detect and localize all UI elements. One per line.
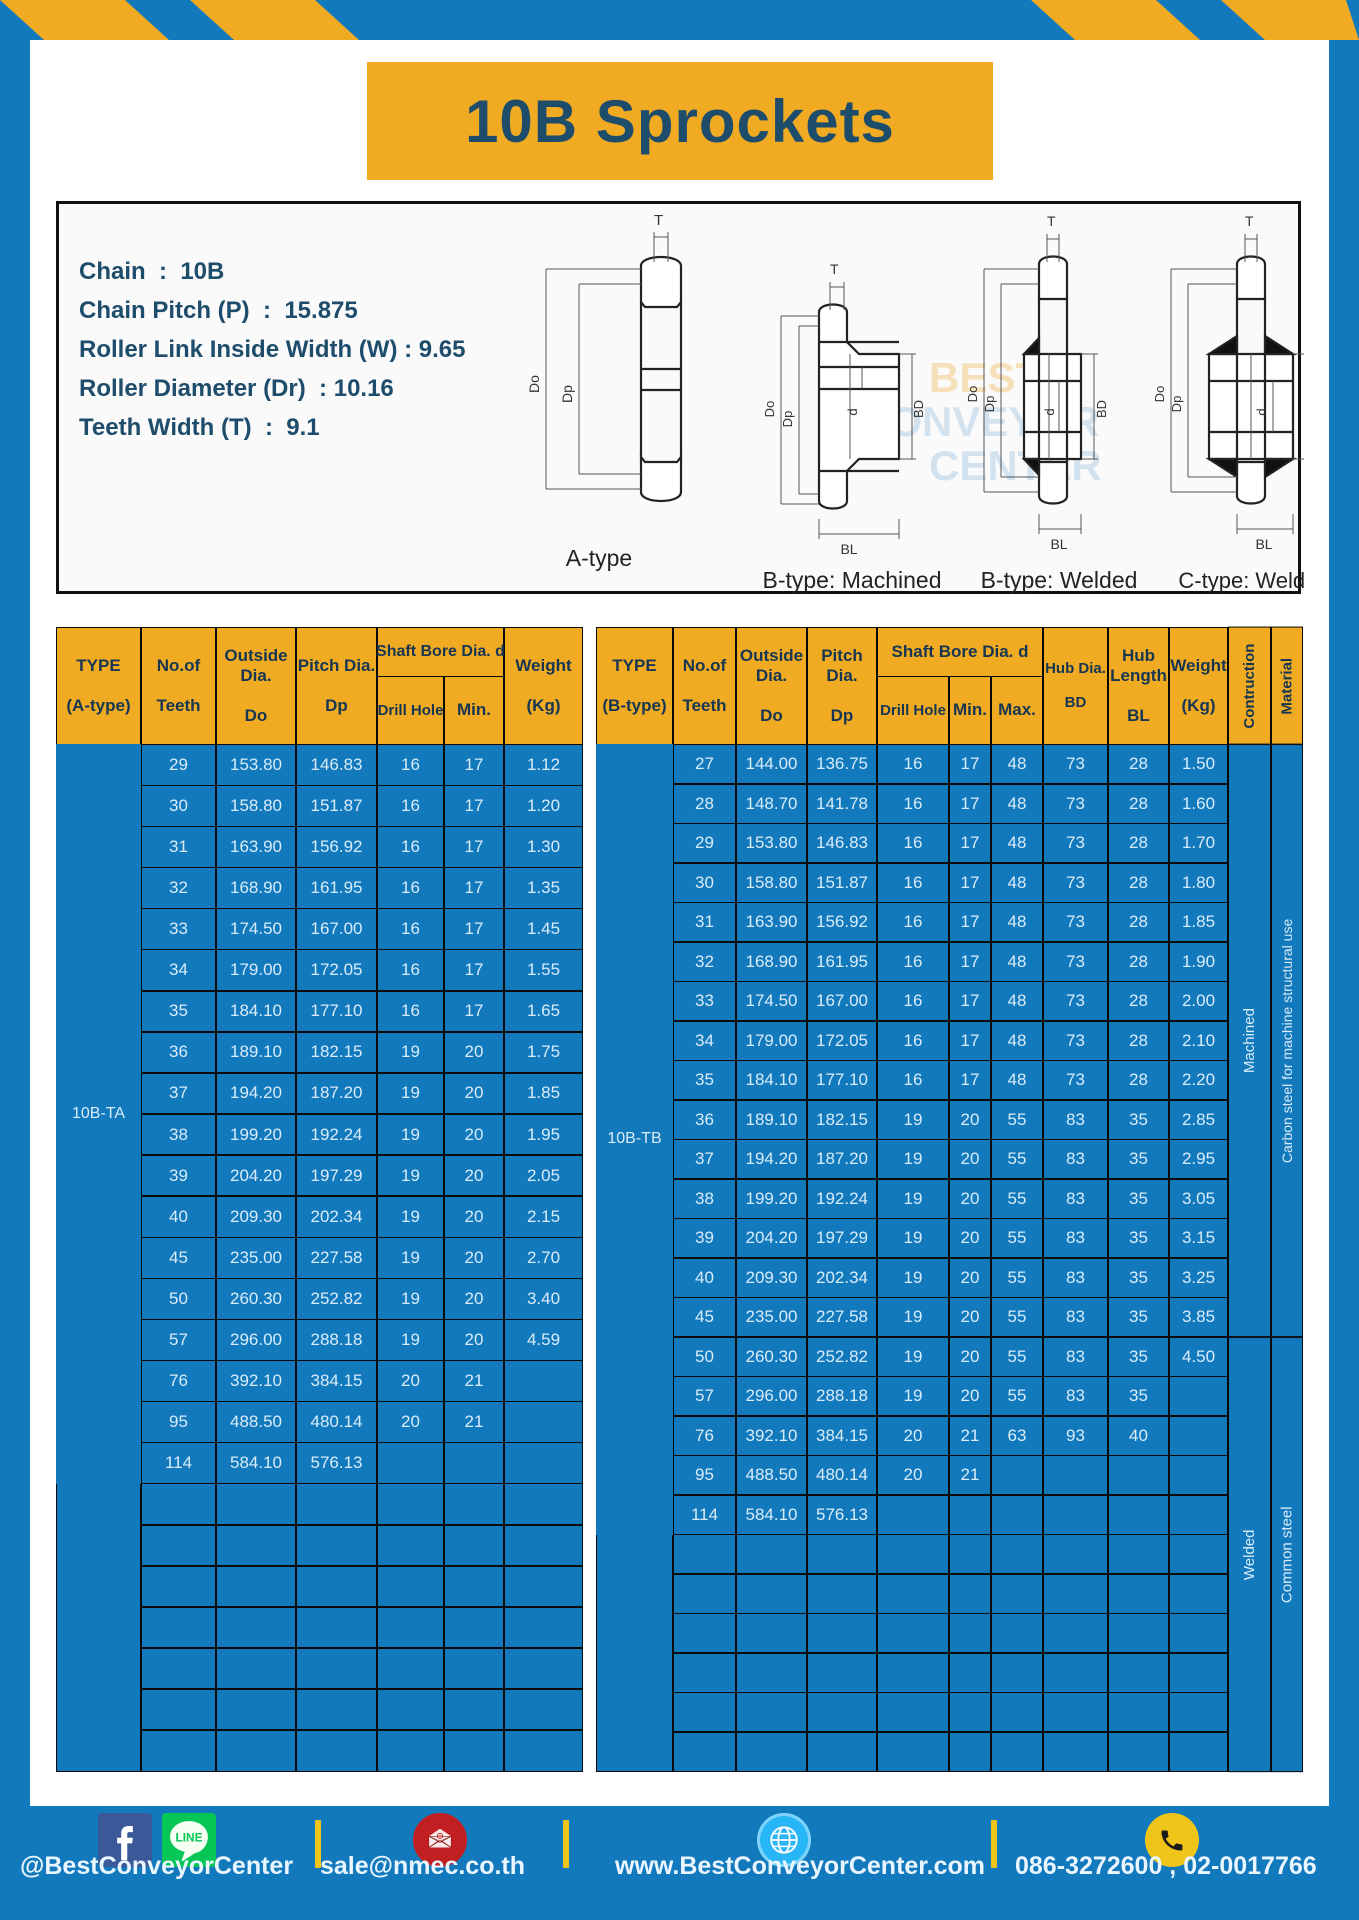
svg-text:BL: BL: [840, 541, 857, 557]
svg-text:Dp: Dp: [982, 396, 997, 413]
svg-text:d: d: [1254, 408, 1269, 415]
svg-text:BL: BL: [1050, 536, 1067, 552]
svg-text:B-type: Welded: B-type: Welded: [981, 567, 1138, 593]
svg-text:Dp: Dp: [1169, 396, 1184, 413]
svg-text:d: d: [1042, 408, 1057, 415]
svg-text:Do: Do: [762, 401, 777, 418]
svg-text:T: T: [830, 261, 839, 277]
svg-text:BD: BD: [911, 400, 926, 418]
svg-text:C-type: Welded: C-type: Welded: [1178, 568, 1304, 593]
svg-text:BD: BD: [1094, 400, 1109, 418]
svg-text:Do: Do: [1152, 386, 1167, 403]
svg-text:B-type: Machined: B-type: Machined: [763, 567, 942, 593]
svg-text:BL: BL: [1255, 536, 1272, 552]
svg-text:d: d: [845, 408, 860, 415]
svg-text:Dp: Dp: [559, 385, 575, 403]
svg-text:Do: Do: [965, 386, 980, 403]
svg-text:A-type: A-type: [566, 545, 632, 571]
svg-text:T: T: [1047, 213, 1056, 229]
svg-text:Dp: Dp: [780, 411, 795, 428]
svg-text:T: T: [654, 212, 663, 229]
svg-text:T: T: [1245, 213, 1254, 229]
svg-text:LINE: LINE: [175, 1830, 202, 1844]
svg-text:Do: Do: [526, 375, 542, 393]
